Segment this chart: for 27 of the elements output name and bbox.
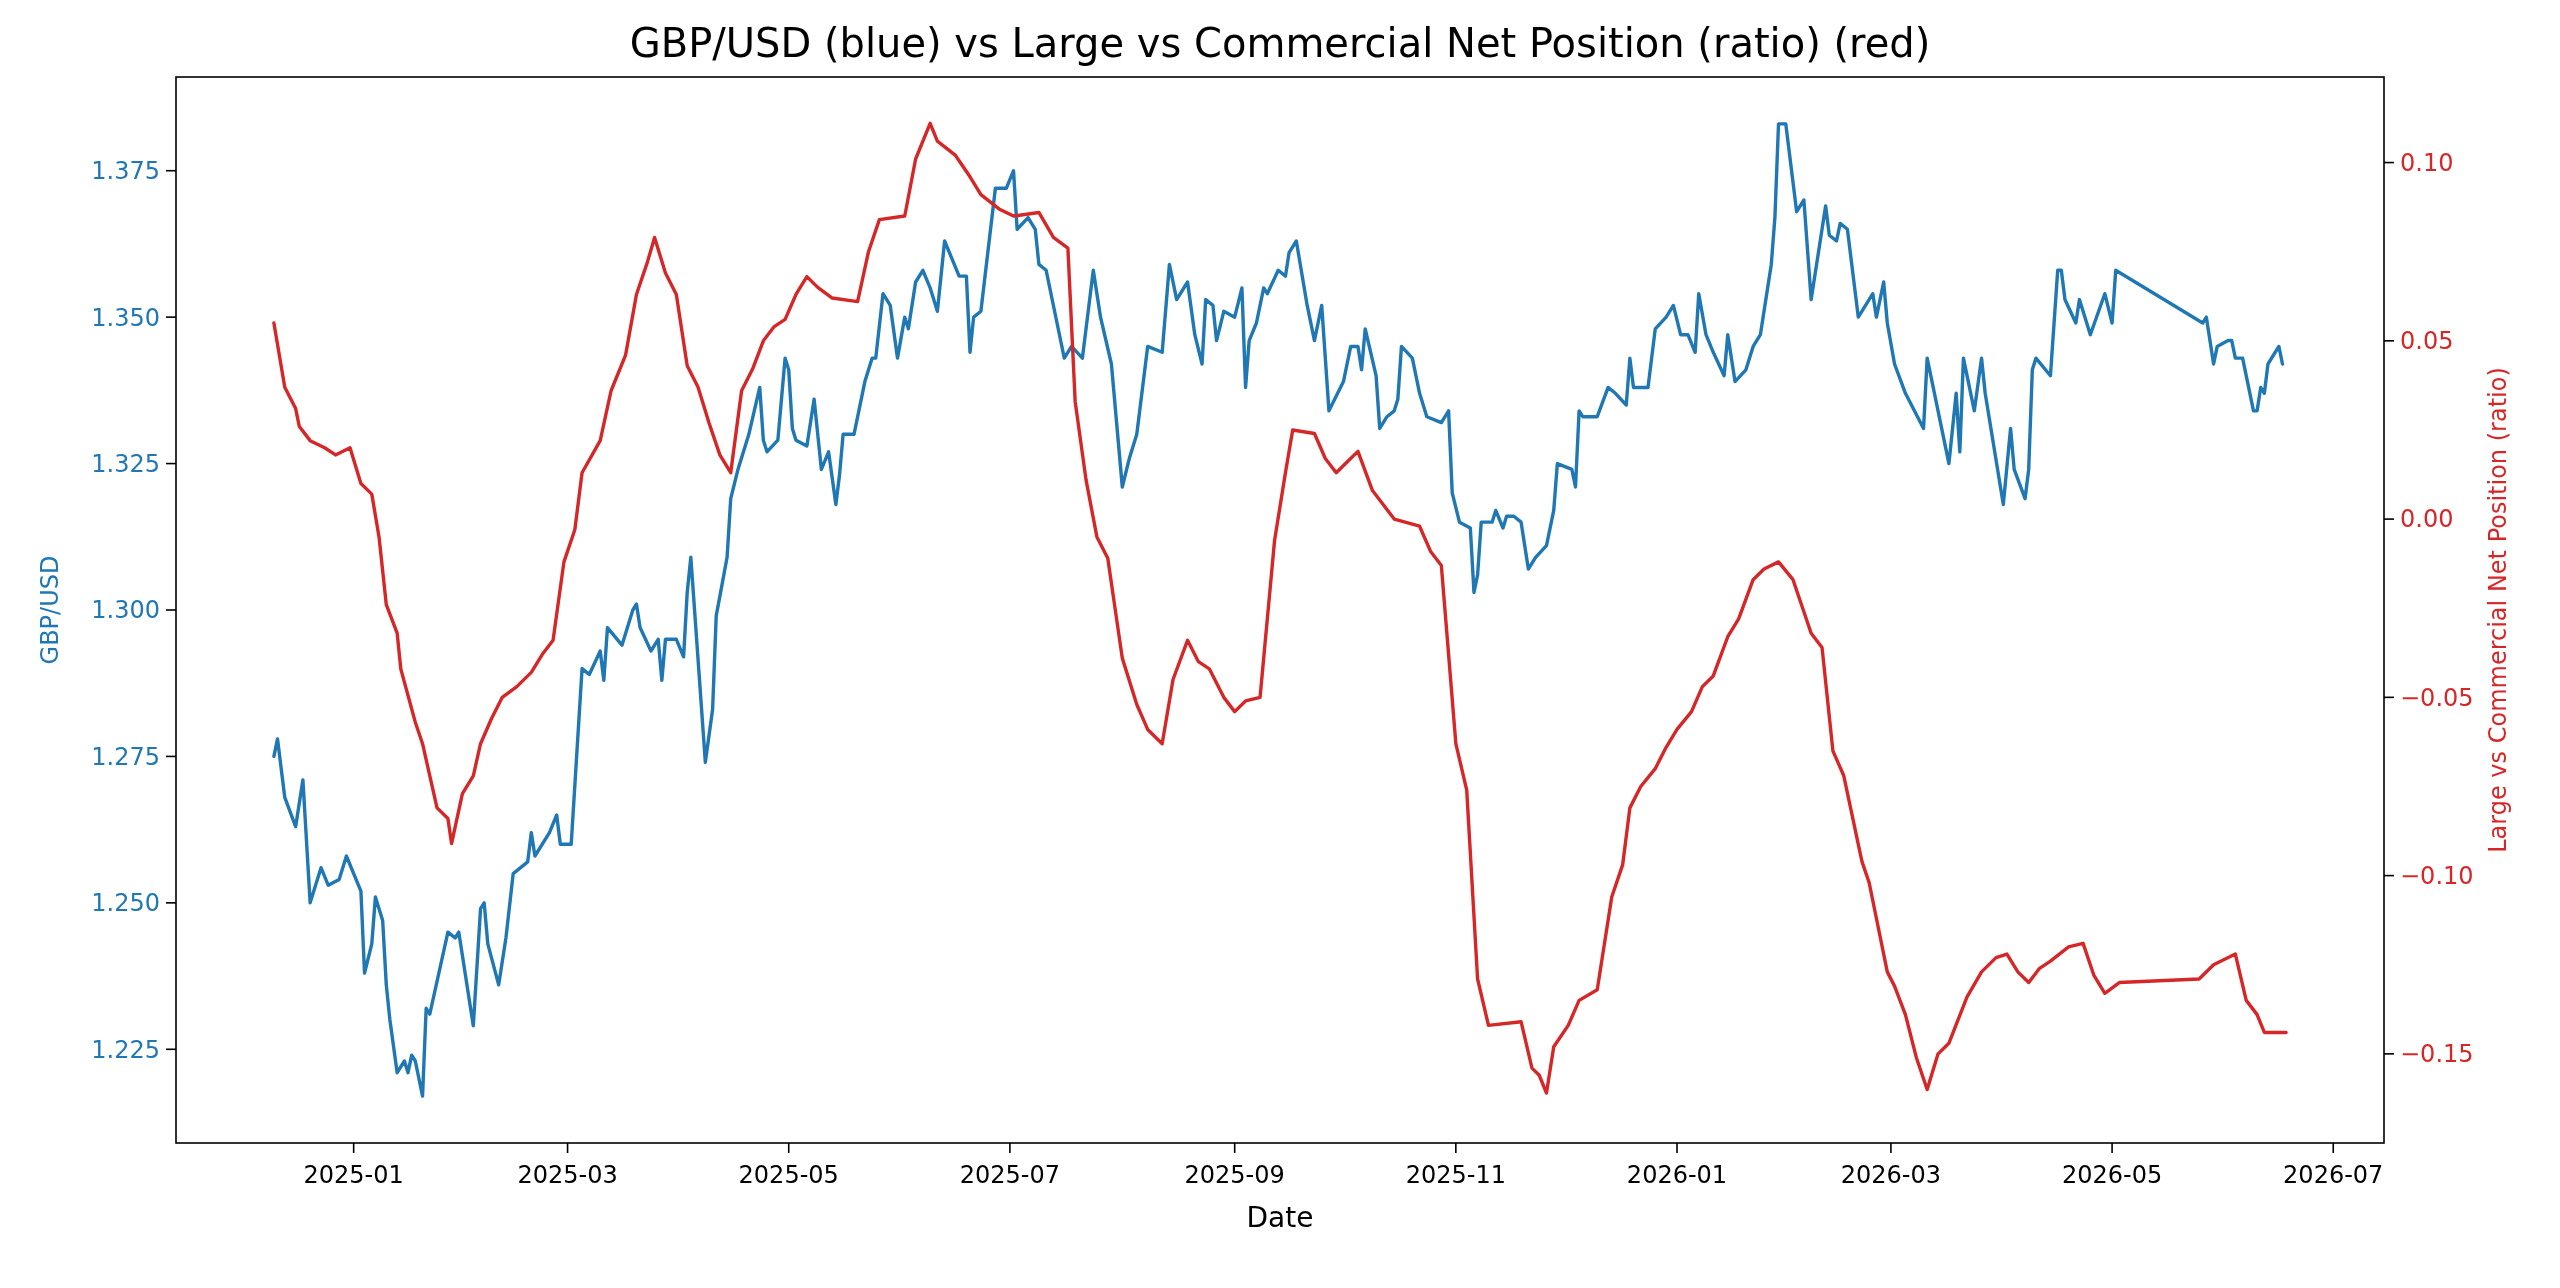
- x-tick-label: 2025-07: [959, 1161, 1061, 1189]
- x-tick-label: 2026-03: [1840, 1161, 1942, 1189]
- chart-title: GBP/USD (blue) vs Large vs Commercial Net Position (ratio) (red): [629, 20, 1931, 66]
- y2-axis-title: Large vs Commercial Net Position (ratio): [2484, 367, 2512, 853]
- y-tick-label: 1.375: [91, 157, 160, 186]
- y-axis-title: GBP/USD: [36, 555, 64, 665]
- y-tick-label: 1.275: [91, 742, 160, 771]
- y2-tick-label: 0.05: [2400, 327, 2454, 356]
- y-tick-label: 1.250: [91, 889, 160, 918]
- y-tick-label: 1.350: [91, 303, 160, 332]
- x-tick-label: 2026-01: [1626, 1161, 1728, 1189]
- y2-tick-label: −0.05: [2400, 683, 2474, 712]
- y2-tick-label: 0.00: [2400, 505, 2454, 534]
- y2-tick-label: −0.15: [2400, 1040, 2474, 1069]
- x-tick-label: 2025-11: [1405, 1161, 1506, 1189]
- y-tick-label: 1.225: [91, 1035, 160, 1064]
- y-tick-label: 1.300: [91, 596, 160, 625]
- x-tick-label: 2026-07: [2283, 1161, 2384, 1189]
- y-tick-label: 1.325: [91, 449, 160, 478]
- x-tick-label: 2025-09: [1184, 1161, 1285, 1189]
- y2-tick-label: 0.10: [2400, 148, 2454, 177]
- y2-tick-label: −0.10: [2400, 862, 2474, 891]
- x-tick-label: 2025-05: [738, 1161, 839, 1189]
- x-tick-label: 2025-03: [517, 1161, 618, 1189]
- x-tick-label: 2025-01: [303, 1161, 404, 1189]
- x-tick-label: 2026-05: [2061, 1161, 2163, 1189]
- x-axis-title: Date: [1246, 1201, 1314, 1234]
